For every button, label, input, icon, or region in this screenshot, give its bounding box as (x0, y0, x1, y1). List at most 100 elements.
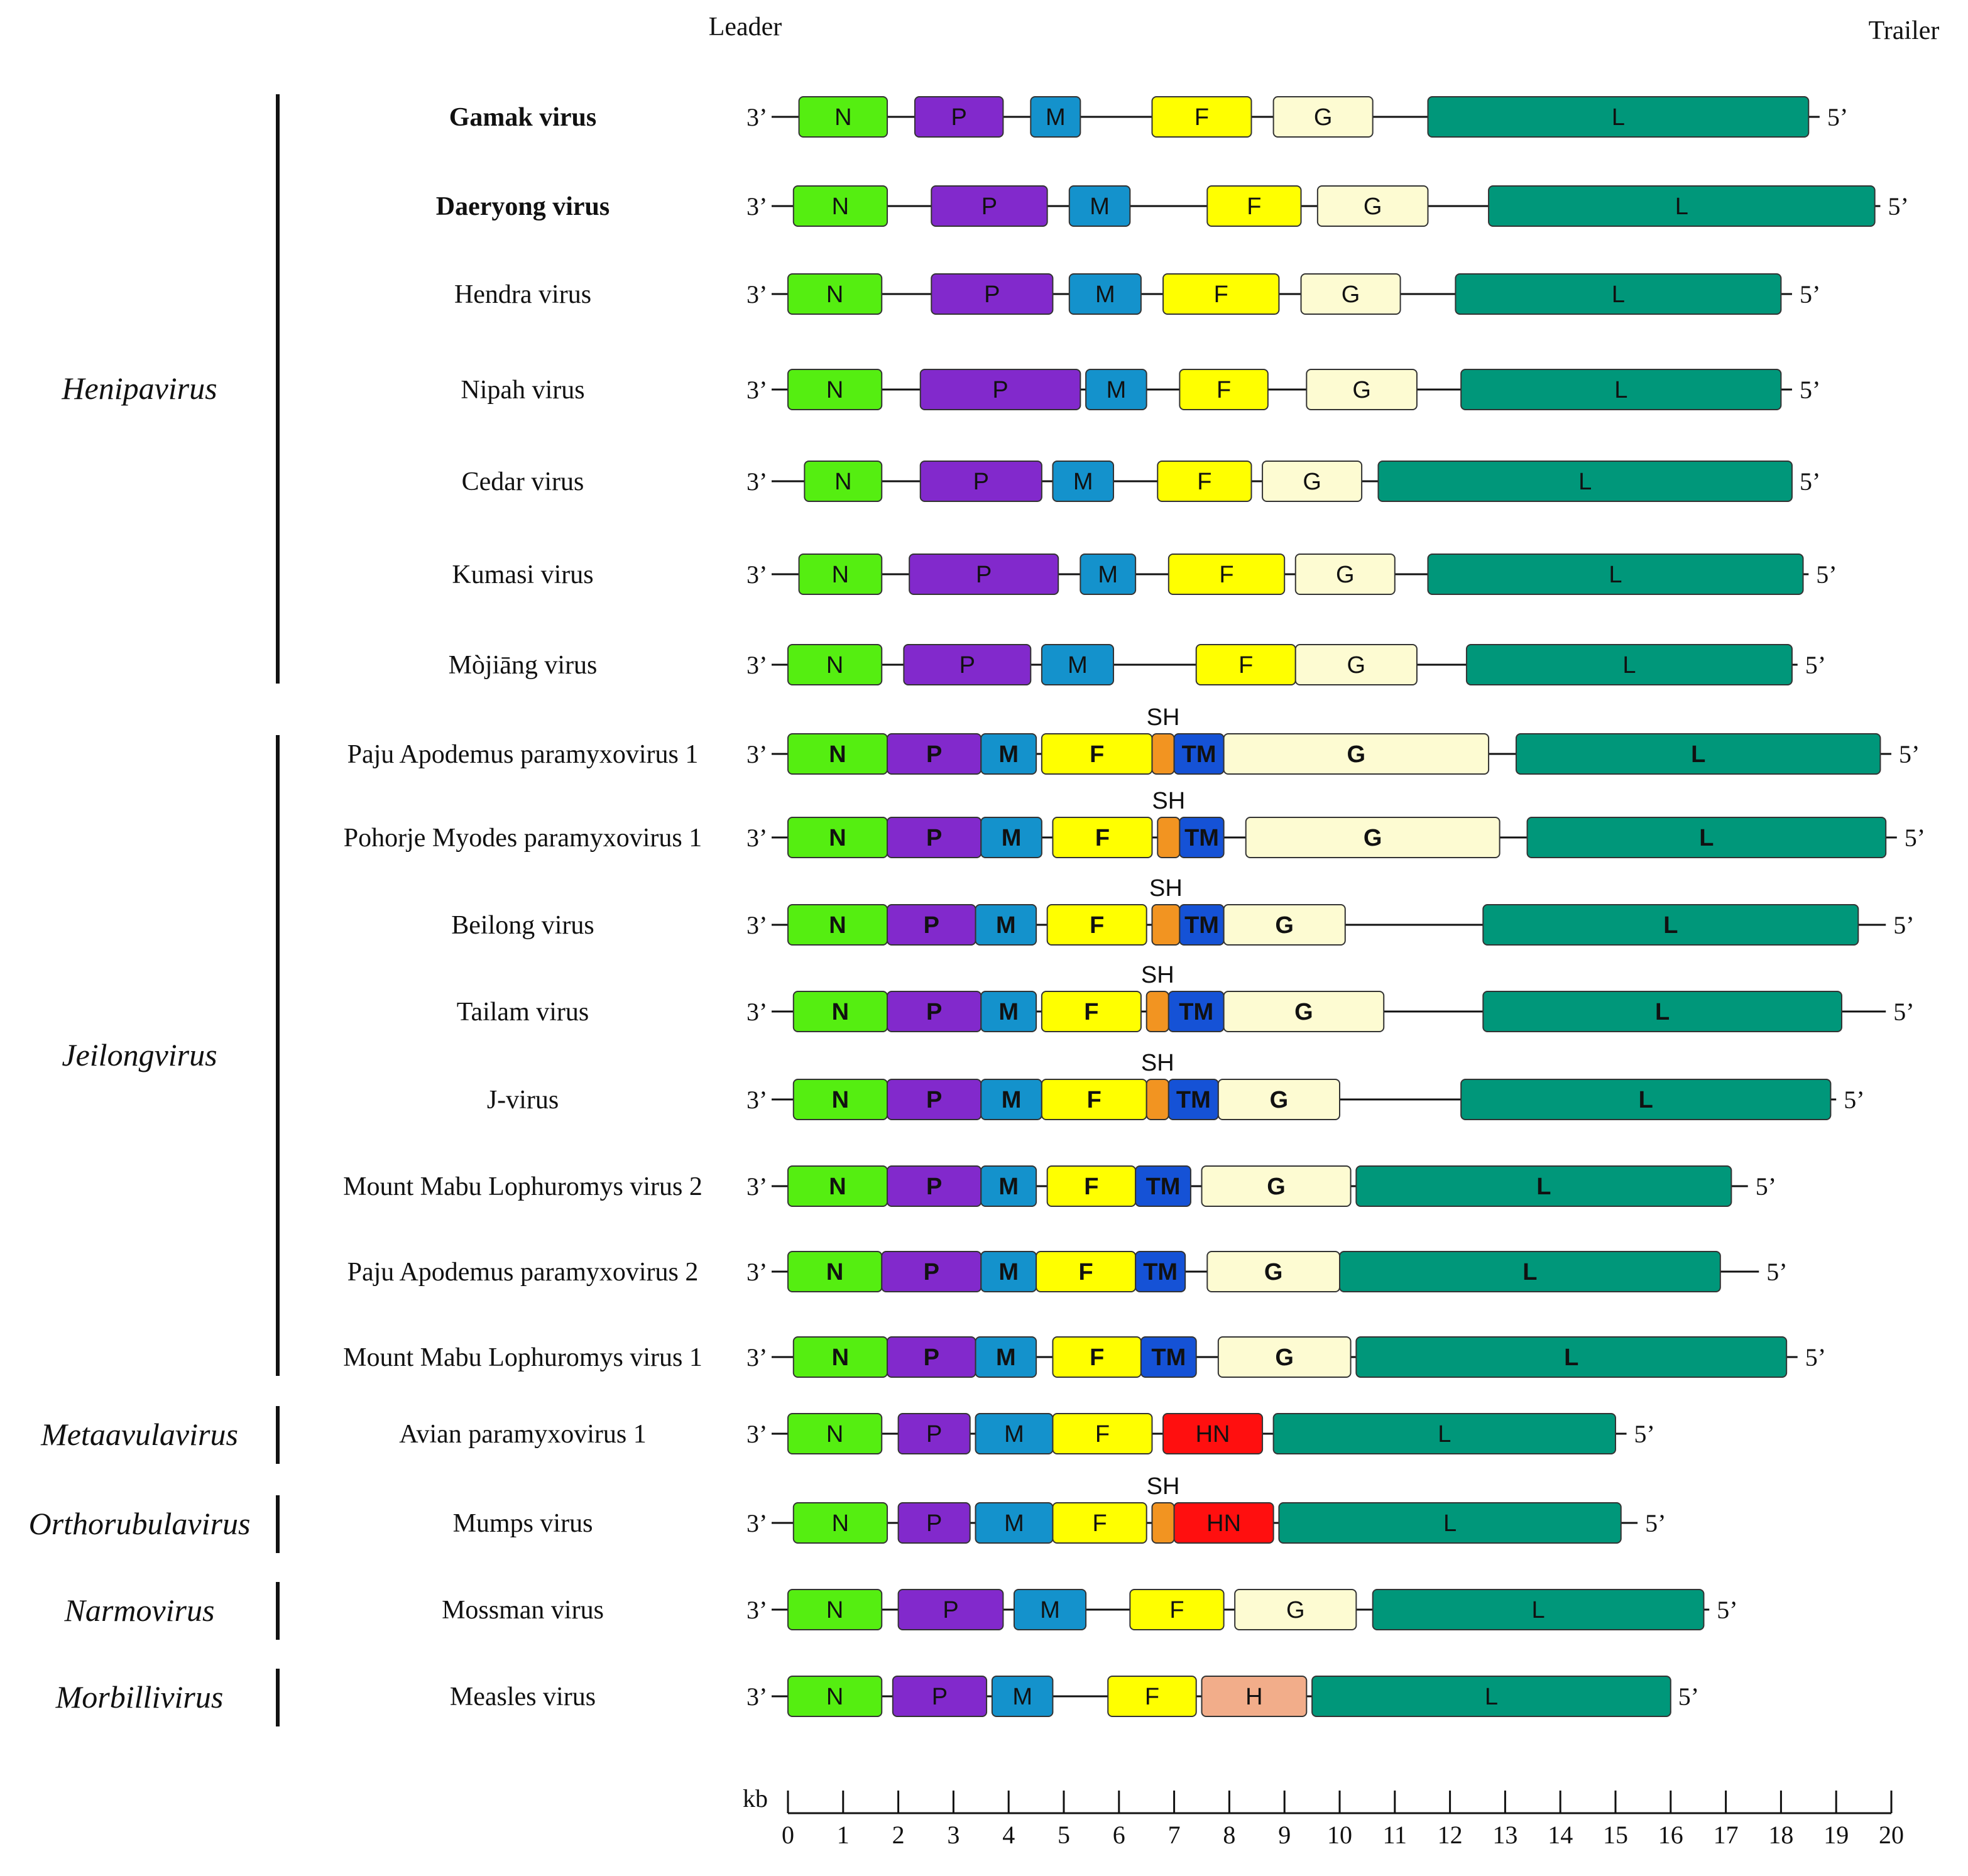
three-prime-label: 3’ (746, 1596, 767, 1624)
genome-row: Avian paramyxovirus 1 3’ 5’ N P M F HN L (399, 1413, 1655, 1454)
genome-row: Mòjiāng virus 3’ 5’ N P M F G L (449, 644, 1826, 685)
gene-box-g (1245, 817, 1501, 858)
gene-label: M (1073, 469, 1093, 495)
gene-label: M (1068, 652, 1088, 679)
gene-label: F (1145, 1684, 1159, 1710)
scale-tick-label: 3 (947, 1821, 959, 1849)
gene-label: L (1438, 1421, 1451, 1448)
gene-box-sh (1151, 904, 1181, 946)
three-prime-label: 3’ (746, 103, 767, 131)
five-prime-label: 5’ (1766, 1258, 1787, 1286)
virus-name: Mumps virus (453, 1509, 593, 1538)
gene-label: L (1614, 377, 1627, 403)
gene-label: N (826, 1259, 843, 1285)
gene-box-l (1355, 1336, 1788, 1378)
gene-label: L (1522, 1259, 1537, 1285)
gene-box-m (980, 733, 1037, 775)
three-prime-label: 3’ (746, 280, 767, 308)
scale-tick-label: 8 (1223, 1821, 1235, 1849)
gene-label: G (1347, 741, 1366, 768)
scale-unit-label: kb (743, 1784, 768, 1813)
genome-row: Cedar virus 3’ 5’ N P M F G L (462, 461, 1820, 502)
gene-box-l (1515, 733, 1881, 775)
gene-box-m (1030, 96, 1081, 138)
gene-label: TM (1176, 1087, 1211, 1113)
virus-name: Kumasi virus (452, 560, 593, 589)
gene-label: P (943, 1597, 958, 1623)
gene-label: M (998, 1259, 1019, 1285)
five-prime-label: 5’ (1800, 280, 1820, 308)
scale-tick-label: 13 (1492, 1821, 1517, 1849)
gene-label: G (1314, 104, 1333, 131)
gene-box-p (931, 273, 1054, 315)
gene-label: G (1270, 1087, 1289, 1113)
virus-name: Gamak virus (449, 103, 597, 132)
gene-label: G (1352, 377, 1371, 403)
gene-label: M (1004, 1510, 1024, 1537)
sh-gene-label: SH (1147, 1473, 1180, 1500)
gene-label: M (998, 741, 1019, 768)
gene-label: F (1219, 562, 1233, 588)
gene-box-l (1377, 461, 1793, 502)
gene-box-sh (1151, 1502, 1175, 1544)
gene-label: G (1275, 912, 1294, 939)
leader-label: Leader (709, 13, 782, 41)
gene-label: F (1197, 469, 1211, 495)
gene-box-n (787, 644, 883, 685)
gene-box-g (1201, 1165, 1352, 1207)
gene-box-p (897, 1413, 971, 1454)
gene-label: L (1663, 912, 1678, 939)
genome-row: Kumasi virus 3’ 5’ N P M F G L (452, 554, 1837, 595)
gene-box-l (1488, 185, 1876, 227)
three-prime-label: 3’ (746, 824, 767, 852)
gene-label: F (1079, 1259, 1093, 1285)
gene-box-n (798, 554, 883, 595)
virus-name: Mount Mabu Lophuromys virus 1 (343, 1343, 702, 1372)
three-prime-label: 3’ (746, 911, 767, 939)
five-prime-label: 5’ (1634, 1420, 1655, 1448)
gene-label: N (832, 1344, 849, 1371)
gene-label: N (829, 912, 846, 939)
three-prime-label: 3’ (746, 1086, 767, 1114)
gene-label: F (1216, 377, 1231, 403)
genus-name: Henipavirus (61, 371, 217, 406)
three-prime-label: 3’ (746, 740, 767, 768)
gene-box-f (1167, 554, 1286, 595)
gene-label: N (832, 999, 849, 1025)
gene-box-p (903, 644, 1032, 685)
gene-box-p (931, 185, 1048, 227)
three-prime-label: 3’ (746, 467, 767, 496)
gene-label: N (826, 1597, 843, 1623)
scale-tick-label: 7 (1168, 1821, 1181, 1849)
gene-label: N (826, 652, 843, 679)
gene-label: F (1095, 1421, 1110, 1448)
virus-name: Pohorje Myodes paramyxovirus 1 (344, 824, 702, 853)
five-prime-label: 5’ (1800, 376, 1820, 404)
gene-box-l (1482, 991, 1842, 1032)
gene-label: TM (1143, 1259, 1178, 1285)
gene-box-n (792, 1502, 888, 1544)
gene-label: TM (1182, 741, 1216, 768)
virus-name: Avian paramyxovirus 1 (399, 1420, 646, 1449)
genus-name: Morbillivirus (55, 1679, 224, 1715)
virus-name: Cedar virus (462, 467, 584, 496)
gene-label: M (1002, 825, 1022, 851)
gene-label: TM (1184, 825, 1219, 851)
five-prime-label: 5’ (1800, 467, 1820, 496)
genome-row: Pohorje Myodes paramyxovirus 1 3’ 5’ N P M F SH… (344, 788, 1925, 858)
gene-box-g (1234, 1589, 1357, 1630)
gene-box-sh (1151, 733, 1175, 775)
gene-box-m (1080, 554, 1137, 595)
gene-box-f (1179, 369, 1269, 410)
genome-row: Measles virus 3’ 5’ N P M F H L (450, 1676, 1699, 1717)
virus-name: Measles virus (450, 1682, 596, 1711)
five-prime-label: 5’ (1905, 824, 1925, 852)
virus-name: Mossman virus (442, 1596, 604, 1625)
gene-label: L (1612, 281, 1625, 308)
three-prime-label: 3’ (746, 1509, 767, 1537)
gene-label: P (926, 741, 942, 768)
gene-label: L (1609, 562, 1622, 588)
gene-box-m (1068, 185, 1131, 227)
gene-label: P (932, 1684, 948, 1710)
